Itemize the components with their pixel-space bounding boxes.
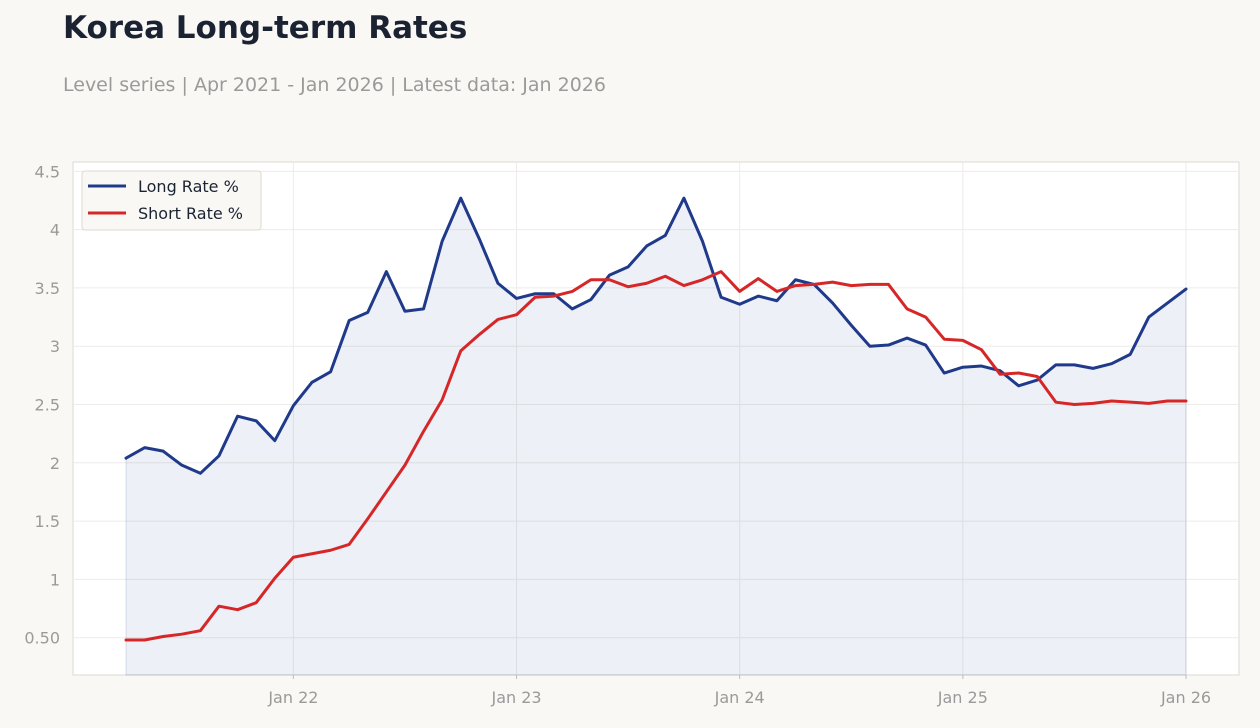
y-tick-label: 2.5 xyxy=(35,396,60,415)
x-tick-label: Jan 26 xyxy=(1160,688,1211,707)
chart-subtitle: Level series | Apr 2021 - Jan 2026 | Lat… xyxy=(63,74,606,96)
chart-title: Korea Long-term Rates xyxy=(63,10,468,46)
legend-label: Short Rate % xyxy=(138,204,243,223)
x-tick-label: Jan 23 xyxy=(490,688,541,707)
grid-lines xyxy=(73,162,1239,675)
x-tick-label: Jan 25 xyxy=(937,688,988,707)
series-line-1 xyxy=(124,270,1188,642)
x-tick-label: Jan 22 xyxy=(267,688,318,707)
x-tick-label: Jan 24 xyxy=(714,688,765,707)
y-tick-label: 3 xyxy=(50,337,60,356)
series-line-0 xyxy=(124,196,1188,475)
y-tick-label: 1 xyxy=(50,570,60,589)
series-lines xyxy=(124,196,1188,642)
legend-label: Long Rate % xyxy=(138,177,239,196)
y-tick-label: 1.5 xyxy=(35,512,60,531)
y-axis-ticks: 0.50 1 1.5 2 2.5 3 3.5 4 4.5 xyxy=(24,162,60,647)
legend: Long Rate % Short Rate % xyxy=(81,170,262,231)
y-tick-label: 3.5 xyxy=(35,279,60,298)
x-axis-ticks: Jan 22 Jan 23 Jan 24 Jan 25 Jan 26 xyxy=(267,675,1211,707)
y-tick-label: 0.50 xyxy=(24,629,60,648)
y-tick-label: 4 xyxy=(50,221,60,240)
legend-box xyxy=(81,170,262,231)
y-tick-label: 2 xyxy=(50,454,60,473)
y-tick-label: 4.5 xyxy=(35,162,60,181)
